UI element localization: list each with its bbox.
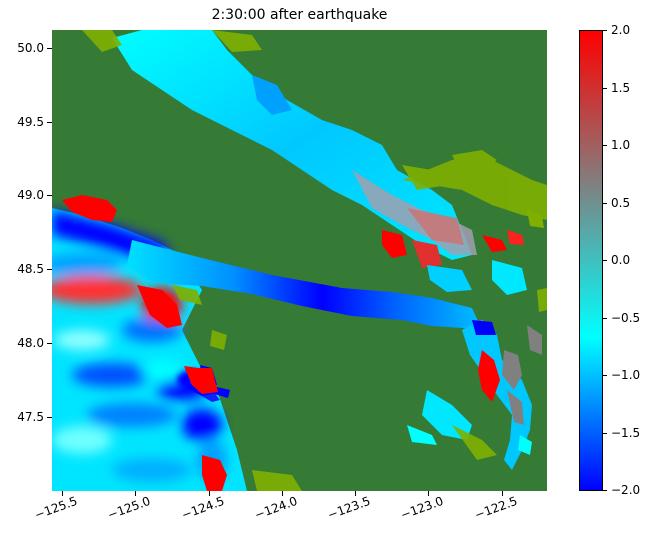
y-tick-label: 47.5	[17, 410, 44, 425]
colorbar-tick-label: 0.5	[611, 195, 631, 210]
colorbar-tick-label: 0.0	[611, 253, 631, 267]
colorbar-tick-label: −1.0	[611, 368, 641, 382]
y-axis: 47.5 48.0 48.5 49.0 49.5 50.0	[0, 0, 52, 541]
y-tick-label: 49.0	[17, 188, 44, 203]
colorbar-tick-mark	[603, 260, 607, 261]
x-tick-label: −123.0	[399, 493, 446, 523]
puget-sound	[407, 320, 542, 470]
map-plot	[52, 30, 547, 491]
y-tick-label: 50.0	[17, 40, 44, 55]
plot-title: 2:30:00 after earthquake	[211, 7, 388, 23]
x-tick-label: −123.5	[325, 493, 373, 523]
y-tick-mark	[47, 269, 52, 271]
red-anomalies	[62, 195, 227, 491]
strait-juan-de-fuca	[127, 240, 482, 330]
inland-waters	[252, 75, 544, 335]
x-tick-label: −122.5	[472, 493, 519, 523]
y-tick-label: 48.0	[17, 336, 44, 351]
y-tick-mark	[47, 343, 52, 345]
y-tick-label: 49.5	[17, 114, 44, 129]
x-tick-label: −125.5	[32, 493, 80, 523]
colorbar-tick-label: −1.5	[611, 425, 641, 440]
colorbar-tick-mark	[603, 432, 607, 434]
map-area	[52, 30, 547, 491]
x-tick-label: −124.5	[179, 493, 226, 523]
x-tick-mark	[355, 491, 357, 496]
colorbar-tick-mark	[603, 490, 607, 491]
y-tick-mark	[47, 195, 52, 197]
x-tick-mark	[281, 491, 283, 496]
colorbar-tick-label: 1.0	[611, 138, 631, 152]
x-tick-mark	[208, 491, 210, 496]
colorbar-tick-label: 1.5	[611, 80, 631, 95]
x-tick-mark	[501, 491, 503, 496]
y-tick-mark	[47, 47, 52, 49]
x-tick-label: −124.0	[252, 493, 300, 523]
colorbar-tick-mark	[603, 87, 607, 89]
colorbar-tick-mark	[603, 145, 607, 146]
colorbar-tick-mark	[603, 202, 607, 204]
colorbar-tick-mark	[603, 30, 607, 31]
colorbar-tick-mark	[603, 375, 607, 376]
shallow-zones	[82, 30, 547, 491]
colorbar	[579, 30, 603, 491]
colorbar-tick-label: −2.0	[611, 483, 641, 497]
colorbar-tick-label: 2.0	[611, 23, 631, 37]
x-tick-label: −125.0	[106, 493, 153, 523]
y-tick-mark	[47, 417, 52, 419]
x-tick-mark	[135, 491, 137, 496]
y-tick-mark	[47, 121, 52, 123]
x-tick-mark	[62, 491, 64, 496]
colorbar-tick-mark	[603, 317, 607, 319]
x-tick-mark	[428, 491, 430, 496]
colorbar-tick-label: −0.5	[611, 310, 641, 325]
y-tick-label: 48.5	[17, 262, 44, 277]
colorbar-ticks: 2.0 1.5 1.0 0.5 0.0 −0.5 −1.0 −1.5 −2.0	[603, 23, 654, 497]
x-axis: −125.5 −125.0 −124.5 −124.0 −123.5 −123.0 −122…	[0, 491, 654, 541]
